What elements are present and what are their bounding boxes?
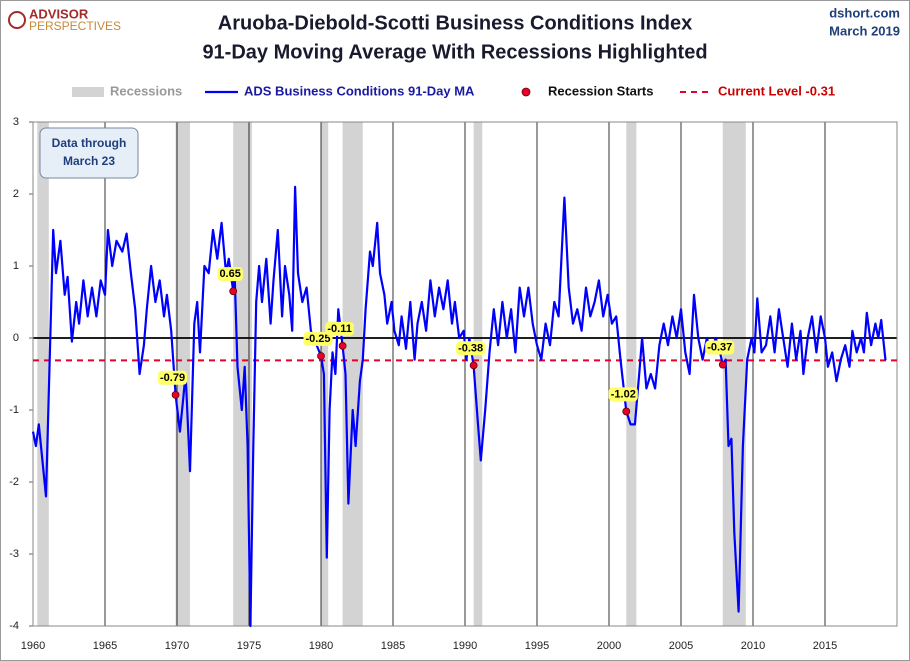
data-label: -0.25 [305, 333, 330, 345]
data-line [31, 185, 887, 628]
x-tick-label: 1965 [93, 640, 117, 652]
legend-swatch [72, 87, 104, 97]
legend-swatch [521, 87, 531, 97]
x-tick-label: 1975 [237, 640, 261, 652]
chart-title: Aruoba-Diebold-Scotti Business Condition… [218, 12, 692, 34]
recession-band [233, 122, 252, 626]
data-label: -0.37 [707, 342, 732, 354]
annotation-text: Data through [52, 136, 127, 150]
data-label: -1.02 [611, 388, 636, 400]
y-tick-label: 1 [13, 260, 19, 272]
chart-subtitle: 91-Day Moving Average With Recessions Hi… [202, 41, 707, 63]
x-tick-label: 1980 [309, 640, 333, 652]
data-label-bg [325, 321, 354, 336]
data-label: -0.79 [160, 372, 185, 384]
legend-label: Recessions [110, 83, 182, 98]
x-tick-label: 1970 [165, 640, 189, 652]
y-tick-label: -1 [9, 404, 19, 416]
data-label: -0.38 [458, 342, 483, 354]
annotation-box [39, 127, 139, 179]
y-tick-label: -3 [9, 548, 19, 560]
data-label: -0.11 [327, 323, 351, 335]
data-label-bg [608, 387, 638, 402]
legend-label: Current Level -0.31 [718, 83, 835, 98]
recession-start-point [622, 407, 631, 416]
legend-label: ADS Business Conditions 91-Day MA [244, 83, 475, 98]
logo: ADVISOR PERSPECTIVES [8, 6, 121, 33]
x-tick-label: 1990 [453, 640, 477, 652]
recession-band [473, 122, 483, 626]
recession-start-point [317, 352, 325, 360]
recession-start-point [338, 342, 347, 350]
plot-area: 1960 1965 1970 1975 1980 1985 1990 1995 2000 2005… [9, 116, 898, 652]
plot-border [32, 121, 898, 627]
logo-top: ADVISOR [29, 6, 89, 21]
x-tick-label: 1995 [525, 640, 549, 652]
y-tick-label: 2 [13, 188, 19, 200]
x-tick-label: 2005 [669, 640, 693, 652]
recession-start-point [469, 361, 478, 370]
recession-start-point [171, 390, 180, 399]
y-tick-label: -2 [9, 476, 19, 488]
data-label-bg [217, 267, 243, 282]
x-tick-label: 1985 [381, 640, 405, 652]
x-tick-label: 2015 [813, 640, 837, 652]
data-label-bg [303, 331, 333, 346]
logo-icon [8, 11, 26, 29]
x-tick-label: 2010 [741, 640, 765, 652]
data-label-bg [705, 340, 735, 355]
recession-band [722, 122, 746, 626]
legend-label: Recession Starts [548, 83, 654, 98]
source-date: March 2019 [829, 23, 900, 38]
x-tick-label: 2000 [597, 640, 621, 652]
legend: Recessions ADS Business Conditions 91-Day… [72, 83, 835, 98]
y-tick-label: -4 [9, 620, 19, 632]
data-label-bg [158, 370, 188, 385]
data-label-bg [456, 341, 486, 356]
recession-band [626, 122, 637, 626]
x-tick-label: 1960 [21, 640, 45, 652]
recession-start-point [229, 287, 238, 296]
data-label: 0.65 [219, 268, 240, 280]
y-tick-label: 3 [13, 116, 19, 128]
logo-bottom: PERSPECTIVES [29, 19, 121, 33]
y-tick-label: 0 [13, 332, 19, 344]
source-site: dshort.com [829, 5, 900, 20]
annotation-text: March 23 [63, 154, 115, 168]
recession-start-point [718, 360, 727, 369]
recession-band [37, 122, 49, 626]
